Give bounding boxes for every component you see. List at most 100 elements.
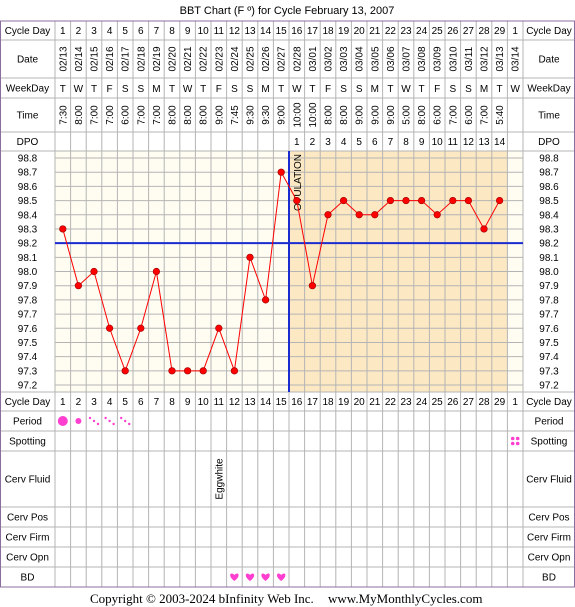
y-tick-label: 98.8 bbox=[18, 154, 38, 165]
row-label-cerv-opn: Cerv Opn bbox=[6, 553, 49, 564]
cycle-day-label: 13 bbox=[244, 26, 256, 37]
temperature-point bbox=[74, 282, 82, 290]
row-label-right-cerv-fluid: Cerv Fluid bbox=[526, 475, 572, 486]
cycle-day-label: 21 bbox=[369, 26, 381, 37]
date-label: 02/19 bbox=[152, 46, 163, 71]
date-label: 03/02 bbox=[324, 46, 335, 71]
y-tick-label: 97.2 bbox=[18, 381, 38, 392]
time-label: 9:00 bbox=[214, 105, 225, 125]
cycle-day-label: 9 bbox=[185, 26, 191, 37]
y-tick-label: 98.4 bbox=[18, 210, 38, 221]
bd-heart-icon bbox=[230, 573, 239, 581]
cycle-day-label: 18 bbox=[322, 26, 334, 37]
weekday-label: F bbox=[325, 84, 331, 95]
y-tick-label: 98.6 bbox=[18, 182, 38, 193]
time-label: 8:00 bbox=[183, 105, 194, 125]
temperature-point bbox=[386, 196, 395, 205]
date-label: 03/12 bbox=[480, 46, 491, 71]
weekday-label: T bbox=[497, 84, 503, 95]
row-label-dpo: DPO bbox=[17, 137, 39, 148]
cycle-day-label-bottom: 26 bbox=[447, 397, 459, 408]
cycle-day-label-bottom: 9 bbox=[185, 397, 191, 408]
period-light-dot bbox=[88, 416, 92, 420]
y-tick-label-right: 97.6 bbox=[539, 324, 559, 335]
temperature-point bbox=[418, 196, 426, 205]
period-light-dot bbox=[124, 419, 127, 423]
time-label: 7:00 bbox=[480, 105, 491, 125]
y-tick-label: 97.3 bbox=[18, 366, 38, 377]
y-tick-label: 97.9 bbox=[18, 281, 38, 292]
y-tick-label-right: 97.7 bbox=[539, 310, 559, 321]
date-label: 02/22 bbox=[199, 46, 210, 71]
site-link[interactable]: www.MyMonthlyCycles.com bbox=[328, 591, 482, 606]
row-label-right-cerv-opn: Cerv Opn bbox=[528, 553, 571, 564]
cycle-day-label-bottom: 13 bbox=[244, 397, 256, 408]
period-light-dot bbox=[92, 419, 96, 423]
row-label-spotting: Spotting bbox=[9, 437, 46, 448]
time-label: 7:00 bbox=[90, 105, 101, 125]
bd-heart-icon bbox=[277, 573, 286, 581]
cycle-day-label: 23 bbox=[400, 26, 412, 37]
date-label: 02/20 bbox=[168, 46, 179, 71]
temperature-point bbox=[355, 211, 363, 219]
temperature-point bbox=[480, 225, 488, 233]
row-label-right-cycle-day: Cycle Day bbox=[526, 397, 572, 408]
weekday-label: W bbox=[510, 84, 520, 95]
y-tick-label: 98.0 bbox=[18, 267, 38, 278]
time-label: 7:00 bbox=[448, 105, 459, 125]
weekday-label: F bbox=[107, 84, 113, 95]
cycle-day-label: 4 bbox=[107, 26, 113, 37]
weekday-label: S bbox=[247, 84, 254, 95]
temperature-point bbox=[449, 196, 457, 205]
dpo-label: 6 bbox=[372, 137, 378, 148]
period-heavy-dot bbox=[57, 416, 68, 426]
row-label-period: Period bbox=[13, 417, 42, 428]
weekday-label: T bbox=[278, 84, 284, 95]
y-tick-label-right: 98.7 bbox=[539, 168, 559, 179]
dpo-label: 9 bbox=[419, 137, 425, 148]
weekday-label: F bbox=[434, 84, 440, 95]
cycle-day-label-bottom: 4 bbox=[107, 397, 113, 408]
y-tick-label-right: 98.5 bbox=[539, 196, 559, 207]
time-label: 7:00 bbox=[152, 105, 163, 125]
cycle-day-label: 5 bbox=[122, 26, 128, 37]
weekday-label: T bbox=[169, 84, 175, 95]
date-label: 03/03 bbox=[339, 46, 350, 71]
cycle-day-label-bottom: 3 bbox=[91, 397, 97, 408]
row-label-time: Time bbox=[17, 111, 39, 122]
cycle-day-label: 25 bbox=[432, 26, 444, 37]
temperature-point bbox=[293, 196, 301, 205]
temperature-point bbox=[90, 267, 98, 276]
cycle-day-label-bottom: 15 bbox=[276, 397, 288, 408]
period-light-dot bbox=[108, 419, 111, 423]
weekday-label: W bbox=[183, 84, 193, 95]
time-label: 6:00 bbox=[464, 105, 475, 125]
cycle-day-label-bottom: 27 bbox=[463, 397, 475, 408]
row-label-cerv-fluid: Cerv Fluid bbox=[5, 475, 51, 486]
weekday-label: M bbox=[152, 84, 160, 95]
time-label: 10:00 bbox=[292, 102, 303, 127]
dpo-label: 12 bbox=[463, 137, 475, 148]
cycle-day-label: 24 bbox=[416, 26, 428, 37]
cycle-day-label-bottom: 2 bbox=[76, 397, 82, 408]
y-tick-label-right: 98.8 bbox=[539, 154, 559, 165]
dpo-label: 13 bbox=[478, 137, 490, 148]
row-label-right-weekday: WeekDay bbox=[527, 84, 570, 95]
y-tick-label-right: 97.3 bbox=[539, 366, 559, 377]
date-label: 03/05 bbox=[370, 46, 381, 71]
time-label: 7:30 bbox=[58, 105, 69, 125]
period-medium-dot bbox=[75, 418, 82, 424]
time-label: 8:00 bbox=[339, 105, 350, 125]
cycle-day-label-bottom: 19 bbox=[338, 397, 350, 408]
date-label: 03/06 bbox=[386, 46, 397, 71]
dpo-label: 7 bbox=[388, 137, 394, 148]
weekday-label: T bbox=[200, 84, 206, 95]
temperature-point bbox=[168, 367, 176, 375]
temperature-point bbox=[340, 196, 348, 205]
time-label: 8:00 bbox=[417, 105, 428, 125]
date-label: 02/17 bbox=[121, 46, 132, 71]
time-label: 6:00 bbox=[121, 105, 132, 125]
weekday-label: M bbox=[371, 84, 379, 95]
row-label-right-cycle-day: Cycle Day bbox=[526, 26, 572, 37]
cycle-day-label: 29 bbox=[494, 26, 506, 37]
